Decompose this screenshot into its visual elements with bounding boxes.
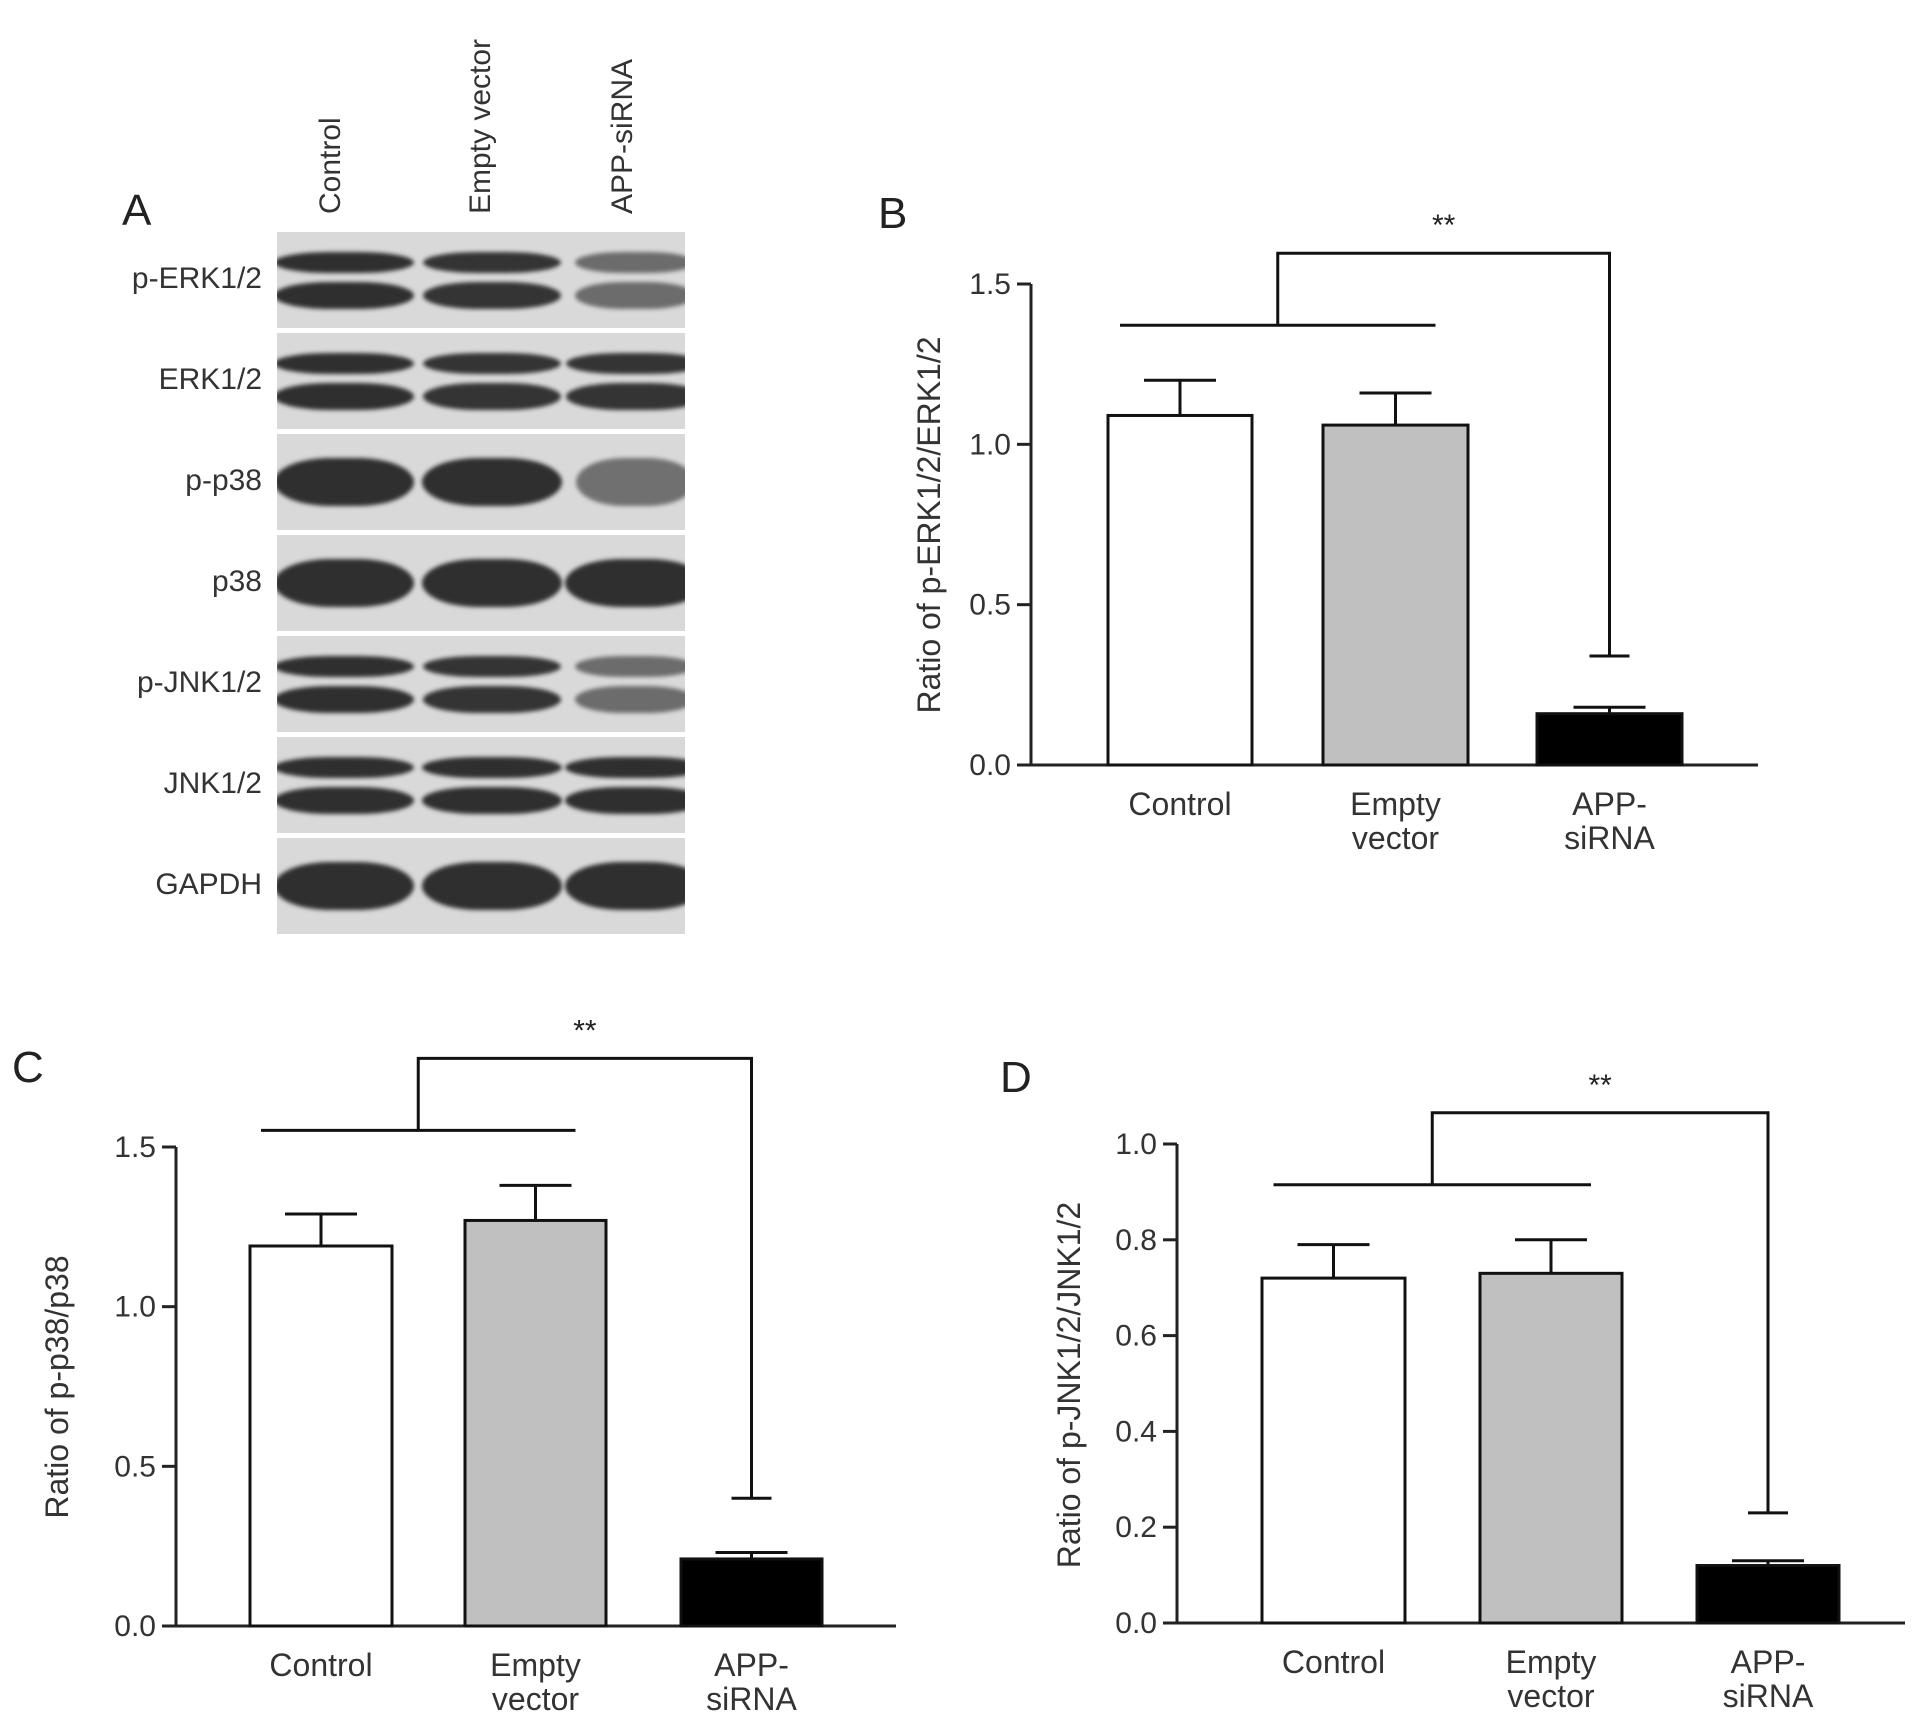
blot-strip xyxy=(277,434,685,530)
y-tick-label: 1.5 xyxy=(969,268,1011,301)
blot-band xyxy=(277,656,414,678)
panel-letter-a: A xyxy=(122,186,152,235)
significance-bracket xyxy=(1276,251,1611,656)
bar xyxy=(1535,712,1684,767)
blot-strip xyxy=(277,232,685,328)
bar xyxy=(1695,1564,1841,1625)
blot-band xyxy=(422,862,562,910)
blot-strip xyxy=(277,737,685,833)
blot-band xyxy=(277,353,414,375)
blot-band xyxy=(574,656,685,678)
blot-band xyxy=(565,353,685,375)
blot-band xyxy=(277,559,414,607)
blot-strip xyxy=(277,636,685,732)
bar xyxy=(248,1244,394,1628)
blot-band xyxy=(565,862,685,910)
blot-label: GAPDH xyxy=(155,868,262,901)
blot-band xyxy=(277,685,414,713)
blot-band xyxy=(422,656,562,678)
blot-label: p-JNK1/2 xyxy=(136,666,262,699)
blot-strip xyxy=(277,535,685,631)
blot-band xyxy=(277,458,414,506)
y-tick-label: 0.6 xyxy=(1115,1320,1157,1353)
blot-band xyxy=(565,382,685,410)
blot-band xyxy=(565,757,685,779)
y-tick-label: 1.5 xyxy=(114,1131,156,1164)
blot-band xyxy=(422,685,562,713)
bar xyxy=(1478,1271,1624,1625)
y-tick-label: 1.0 xyxy=(1115,1128,1157,1161)
category-label: Empty vector xyxy=(490,1647,581,1712)
chart-d: D 0.0 0.2 0.4 0.6 0.8 1.0 Ratio of p-JNK1/2/JNK… xyxy=(1000,1053,1905,1712)
panel-letter: B xyxy=(878,189,907,238)
y-tick-label: 0.0 xyxy=(114,1610,156,1643)
blot-strip xyxy=(277,838,685,934)
blot-label: ERK1/2 xyxy=(158,363,262,396)
blot-band xyxy=(575,458,685,506)
category-label: Control xyxy=(1282,1644,1385,1680)
significance-bracket xyxy=(1430,1111,1770,1513)
chart-b: B 0.0 0.5 1.0 1.5 Ratio of p-ERK1/2/ERK1/2 Con… xyxy=(878,189,1758,856)
blot-band xyxy=(422,353,562,375)
category-label: APP-siRNA xyxy=(706,1647,797,1712)
y-tick-label: 1.0 xyxy=(969,428,1011,461)
bar xyxy=(1106,413,1254,767)
category-label: Empty vector xyxy=(1350,786,1441,856)
blot-band xyxy=(422,281,562,309)
blot-label: p-ERK1/2 xyxy=(131,262,262,295)
panel-letter: D xyxy=(1000,1053,1032,1102)
category-label: Control xyxy=(269,1647,372,1683)
blot-band xyxy=(565,786,685,814)
y-tick-label: 0.8 xyxy=(1115,1224,1157,1257)
significance-bracket xyxy=(416,1056,753,1499)
y-tick-label: 0.0 xyxy=(969,749,1011,782)
y-axis-label: Ratio of p-ERK1/2/ERK1/2 xyxy=(911,336,947,713)
y-axis-label: Ratio of p-JNK1/2/JNK1/2 xyxy=(1051,1202,1087,1568)
blot-band xyxy=(422,458,562,506)
y-tick-label: 0.2 xyxy=(1115,1511,1157,1544)
blot-band xyxy=(277,281,414,309)
blot-band xyxy=(422,757,562,779)
category-label: Control xyxy=(1128,786,1231,822)
bar xyxy=(1260,1276,1407,1625)
category-label: APP-siRNA xyxy=(1564,786,1655,856)
blot-band xyxy=(422,252,562,274)
bar xyxy=(679,1557,824,1628)
blot-band xyxy=(565,559,685,607)
significance-label: ** xyxy=(1432,209,1456,242)
blot-band xyxy=(422,382,562,410)
blot-band xyxy=(277,252,414,274)
blot-band xyxy=(574,281,685,309)
category-label: APP-siRNA xyxy=(1723,1644,1814,1712)
blot-band xyxy=(422,559,562,607)
panel-letter: C xyxy=(12,1043,44,1092)
blot-label: JNK1/2 xyxy=(163,767,262,800)
chart-c: C 0.0 0.5 1.0 1.5 Ratio of p-p38/p38 Control Em… xyxy=(12,1014,896,1712)
y-tick-label: 0.5 xyxy=(969,589,1011,622)
bar xyxy=(463,1218,608,1628)
blot-label: p-p38 xyxy=(185,464,262,497)
blot-band xyxy=(277,786,414,814)
blot-band xyxy=(277,757,414,779)
blot-band xyxy=(277,862,414,910)
y-tick-label: 0.0 xyxy=(1115,1607,1157,1640)
blot-band xyxy=(574,252,685,274)
y-tick-label: 0.4 xyxy=(1115,1415,1157,1448)
blot-strip xyxy=(277,333,685,429)
bar xyxy=(1321,423,1470,767)
significance-label: ** xyxy=(1588,1069,1612,1102)
y-tick-label: 0.5 xyxy=(114,1450,156,1483)
blot-band xyxy=(277,382,414,410)
y-tick-label: 1.0 xyxy=(114,1291,156,1324)
category-label: Empty vector xyxy=(1506,1644,1597,1712)
blot-band xyxy=(574,685,685,713)
blot-band xyxy=(422,786,562,814)
blot-label: p38 xyxy=(211,565,262,598)
significance-label: ** xyxy=(573,1014,597,1047)
y-axis-label: Ratio of p-p38/p38 xyxy=(39,1255,75,1518)
